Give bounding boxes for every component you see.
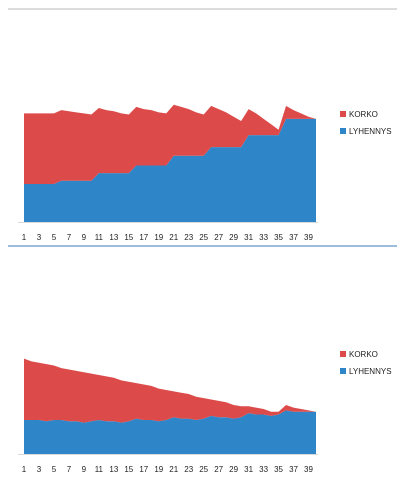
x-tick-label: 17 [139,233,148,242]
legend-label-korko: KORKO [349,350,378,359]
x-tick-label: 11 [95,465,104,474]
x-tick-label: 37 [289,465,298,474]
x-tick-label: 31 [244,465,253,474]
x-tick-label: 15 [124,465,133,474]
area-korko [24,358,316,423]
x-tick-label: 35 [274,233,283,242]
x-tick-label: 7 [67,465,72,474]
area-lyhennys [24,410,316,454]
x-tick-label: 9 [82,233,87,242]
x-tick-label: 7 [67,233,72,242]
x-tick-label: 17 [139,465,148,474]
legend-swatch-lyhennys [340,128,346,134]
x-tick-label: 33 [259,465,268,474]
x-tick-label: 33 [259,233,268,242]
x-tick-label: 21 [169,465,178,474]
x-tick-label: 35 [274,465,283,474]
x-tick-label: 27 [214,233,223,242]
x-tick-label: 13 [109,465,118,474]
x-tick-label: 27 [214,465,223,474]
chart-bottom: 1 3 5 7 9 11 13 15 17 19 21 23 25 27 29 31 33 35 37 39KORKO… [18,350,392,474]
x-tick-label: 1 [22,465,27,474]
chart-top: 1 3 5 7 9 11 13 15 17 19 21 23 25 27 29 31 33 35 37 39KORKO… [18,104,392,242]
x-tick-label: 31 [244,233,253,242]
x-tick-label: 37 [289,233,298,242]
x-tick-label: 11 [95,233,104,242]
legend-swatch-korko [340,351,346,357]
x-tick-label: 1 [22,233,27,242]
x-tick-label: 25 [199,465,208,474]
x-tick-label: 29 [229,233,238,242]
legend-label-lyhennys: LYHENNYS [349,367,392,376]
x-tick-label: 29 [229,465,238,474]
area-korko [24,104,316,184]
x-tick-label: 3 [37,465,42,474]
x-tick-label: 23 [184,465,193,474]
legend-swatch-lyhennys [340,368,346,374]
x-tick-label: 13 [109,233,118,242]
x-tick-label: 19 [154,233,163,242]
legend-label-korko: KORKO [349,110,378,119]
x-tick-label: 39 [304,233,313,242]
area-lyhennys [24,118,316,222]
x-tick-label: 15 [124,233,133,242]
x-tick-label: 21 [169,233,178,242]
x-tick-label: 5 [52,465,57,474]
legend-swatch-korko [340,111,346,117]
x-tick-label: 19 [154,465,163,474]
x-tick-label: 23 [184,233,193,242]
x-tick-label: 25 [199,233,208,242]
x-tick-label: 9 [82,465,87,474]
x-tick-label: 39 [304,465,313,474]
x-tick-label: 5 [52,233,57,242]
x-tick-label: 3 [37,233,42,242]
legend-label-lyhennys: LYHENNYS [349,127,392,136]
